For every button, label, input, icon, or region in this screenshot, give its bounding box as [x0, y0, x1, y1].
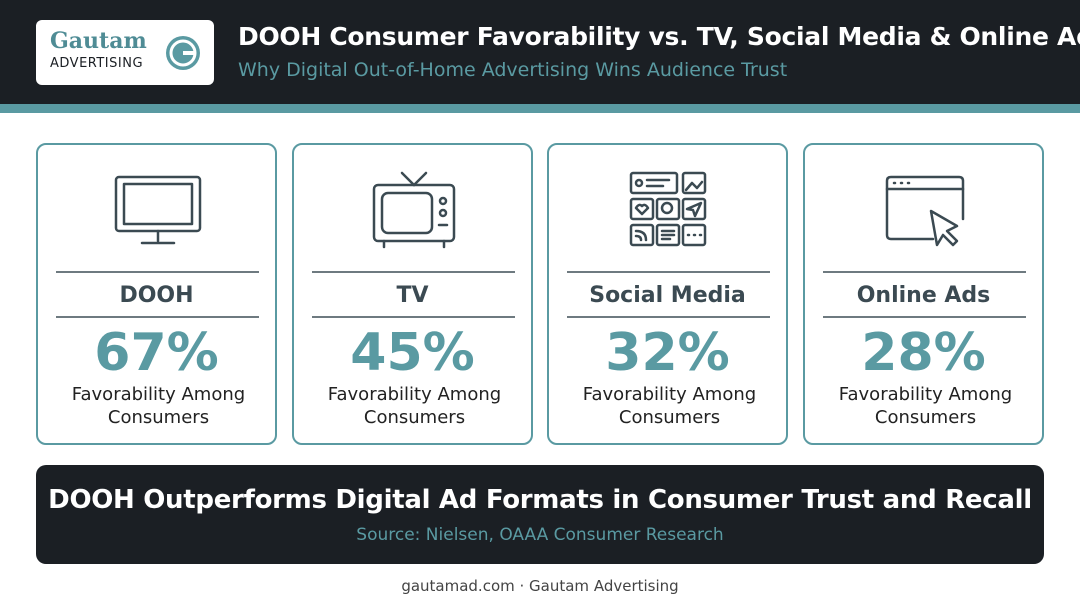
browser-cursor-icon — [885, 175, 965, 247]
monitor-icon — [114, 175, 202, 245]
card-caption: Favorability Among Consumers — [71, 384, 246, 428]
divider — [312, 316, 515, 318]
card-caption: Favorability Among Consumers — [327, 384, 502, 428]
banner: DOOH Outperforms Digital Ad Formats in C… — [36, 465, 1044, 564]
banner-title: DOOH Outperforms Digital Ad Formats in C… — [48, 485, 1032, 515]
card-value: 45% — [350, 323, 475, 383]
title: DOOH Consumer Favorability vs. TV, Socia… — [238, 22, 1080, 51]
card-label: Social Media — [589, 283, 746, 308]
banner-source: Source: Nielsen, OAAA Consumer Research — [356, 525, 724, 545]
header: Gautam ADVERTISING DOOH Consumer Favorab… — [0, 0, 1080, 104]
card-label: TV — [396, 283, 429, 308]
card-label: DOOH — [119, 283, 194, 308]
divider — [823, 316, 1026, 318]
card-caption: Favorability Among Consumers — [582, 384, 757, 428]
card-value: 32% — [605, 323, 730, 383]
logo: Gautam ADVERTISING — [36, 20, 214, 85]
divider — [567, 271, 770, 273]
social-grid-icon — [629, 171, 707, 247]
logo-emblem — [166, 36, 200, 70]
card: Social Media 32% Favorability Among Cons… — [547, 143, 788, 445]
footer: gautamad.com · Gautam Advertising — [401, 577, 679, 595]
card-caption: Favorability Among Consumers — [838, 384, 1013, 428]
card-value: 28% — [861, 323, 986, 383]
accent-stripe — [0, 104, 1080, 113]
divider — [56, 316, 259, 318]
card-value: 67% — [94, 323, 219, 383]
logo-tagline: ADVERTISING — [50, 56, 144, 71]
card: DOOH 67% Favorability Among Consumers — [36, 143, 277, 445]
divider — [823, 271, 1026, 273]
card-label: Online Ads — [856, 283, 991, 308]
logo-name: Gautam — [50, 28, 147, 54]
divider — [312, 271, 515, 273]
tv-icon — [372, 171, 456, 249]
card: TV 45% Favorability Among Consumers — [292, 143, 533, 445]
subtitle: Why Digital Out-of-Home Advertising Wins… — [238, 59, 788, 81]
divider — [567, 316, 770, 318]
card: Online Ads 28% Favorability Among Consum… — [803, 143, 1044, 445]
divider — [56, 271, 259, 273]
